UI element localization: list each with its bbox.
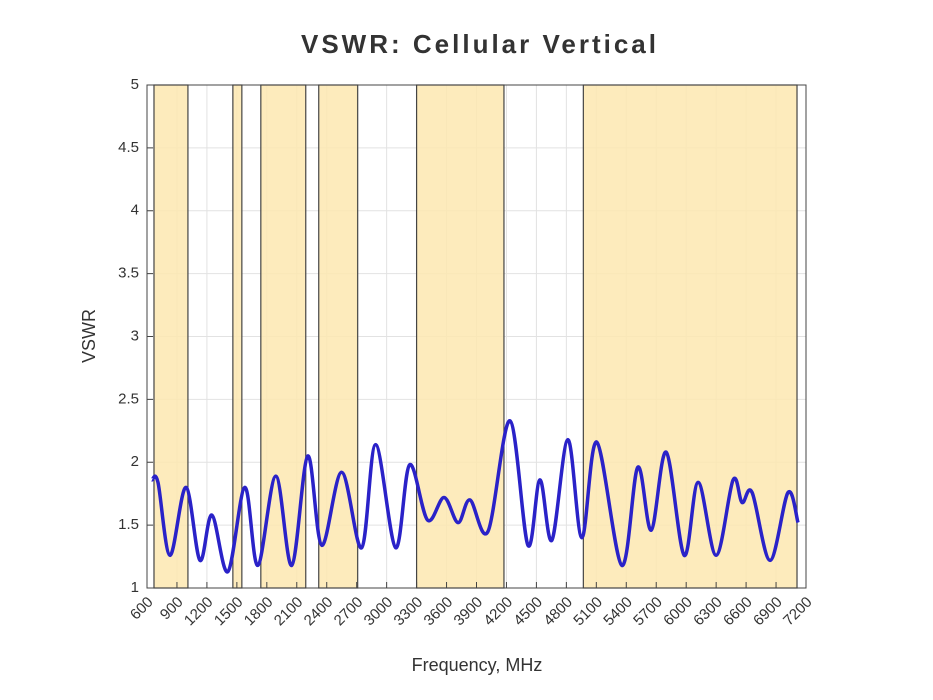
x-tick-label: 6600	[720, 594, 756, 630]
x-tick-label: 4500	[510, 594, 546, 630]
x-tick-label: 5400	[600, 594, 636, 630]
band	[582, 84, 798, 589]
x-tick-label: 3300	[391, 594, 427, 630]
x-tick-label: 4200	[480, 594, 516, 630]
y-tick-label: 3.5	[118, 265, 139, 282]
x-tick-label: 2100	[271, 594, 307, 630]
x-tick-label: 2700	[331, 594, 367, 630]
band	[153, 84, 189, 589]
x-tick-label: 2400	[301, 594, 337, 630]
y-tick-label: 4	[131, 202, 139, 219]
x-tick-label: 1800	[241, 594, 277, 630]
x-tick-label: 1200	[181, 594, 217, 630]
x-tick-label: 7200	[780, 594, 816, 630]
band	[415, 84, 505, 589]
y-tick-label: 1.5	[118, 516, 139, 533]
x-tick-label: 3600	[421, 594, 457, 630]
y-tick-label: 4.5	[118, 139, 139, 156]
x-tick-label: 6000	[660, 594, 696, 630]
y-tick-label: 5	[131, 76, 139, 93]
x-tick-label: 600	[127, 594, 157, 624]
y-tick-label: 3	[131, 327, 139, 344]
y-axis-label: VSWR	[79, 309, 99, 363]
x-tick-label: 3000	[361, 594, 397, 630]
y-tick-label: 2	[131, 453, 139, 470]
x-tick-label: 4800	[540, 594, 576, 630]
x-tick-label: 6300	[690, 594, 726, 630]
x-tick-label: 5100	[570, 594, 606, 630]
x-tick-label: 6900	[750, 594, 786, 630]
x-tick-label: 3900	[451, 594, 487, 630]
y-tick-label: 2.5	[118, 390, 139, 407]
series-line	[150, 418, 800, 574]
x-tick-label: 5700	[630, 594, 666, 630]
chart-title: VSWR: Cellular Vertical	[301, 29, 659, 59]
x-axis-label: Frequency, MHz	[412, 655, 543, 675]
x-tick-label: 1500	[211, 594, 247, 630]
y-tick-label: 1	[131, 579, 139, 596]
